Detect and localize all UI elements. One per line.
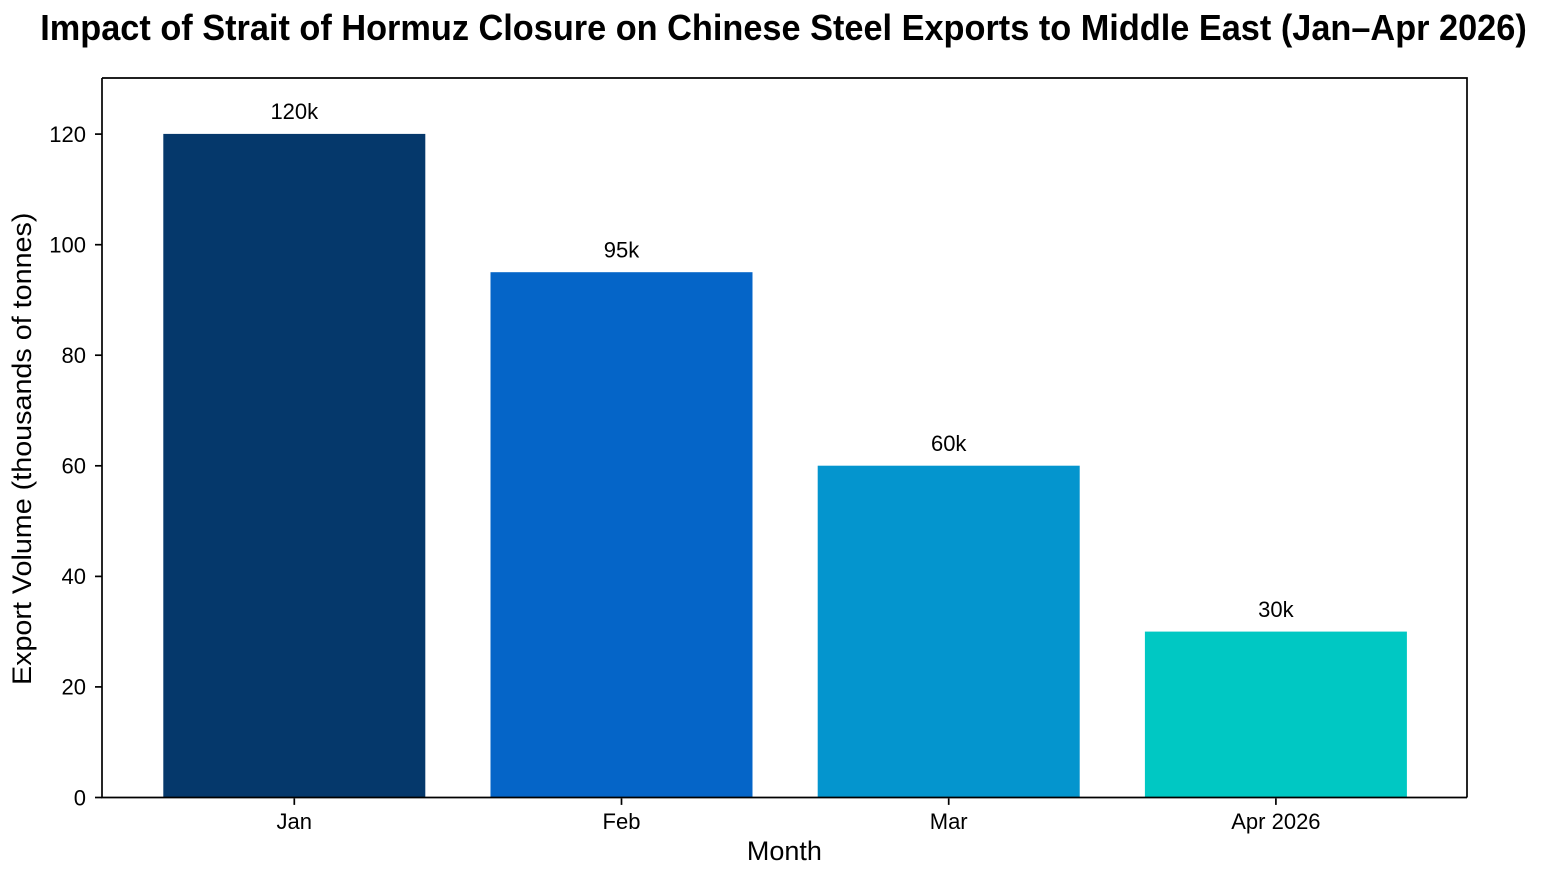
svg-text:95k: 95k: [604, 237, 640, 262]
svg-text:120k: 120k: [270, 99, 319, 124]
svg-text:20: 20: [62, 675, 86, 700]
svg-text:0: 0: [74, 785, 86, 810]
svg-text:40: 40: [62, 564, 86, 589]
svg-text:Jan: Jan: [277, 809, 312, 834]
svg-text:100: 100: [49, 233, 86, 258]
svg-text:Feb: Feb: [603, 809, 641, 834]
svg-text:60: 60: [62, 454, 86, 479]
svg-text:Export Volume (thousands of to: Export Volume (thousands of tonnes): [7, 213, 37, 685]
svg-text:Apr 2026: Apr 2026: [1231, 809, 1320, 834]
svg-text:80: 80: [62, 343, 86, 368]
svg-text:Month: Month: [747, 836, 822, 866]
svg-text:60k: 60k: [931, 431, 967, 456]
svg-text:Impact of Strait of Hormuz Clo: Impact of Strait of Hormuz Closure on Ch…: [40, 7, 1527, 48]
svg-text:Mar: Mar: [930, 809, 968, 834]
svg-text:30k: 30k: [1258, 597, 1294, 622]
svg-text:120: 120: [49, 122, 86, 147]
